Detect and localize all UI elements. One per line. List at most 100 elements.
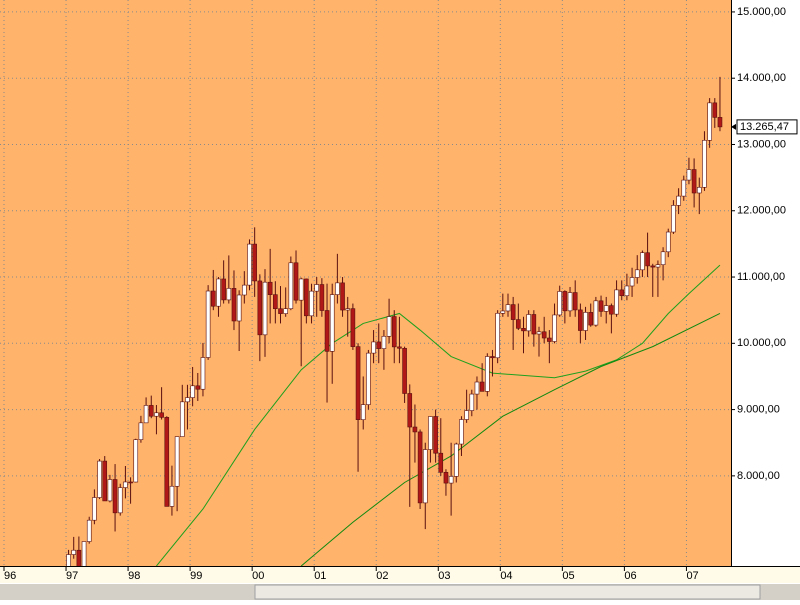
candle-body [179,401,185,437]
candle-body [479,381,485,392]
candle-body [505,304,511,312]
candle-body [257,280,263,336]
candle-body [226,288,232,301]
x-tick-label: 07 [686,570,698,582]
candle-body [614,289,619,315]
candle-body [190,385,195,398]
candle-body [293,262,299,301]
y-tick-label: 13.000,00 [737,138,786,150]
candle-body [650,265,656,268]
x-tick-label: 05 [562,570,574,582]
candle-body [676,195,681,206]
candle-body [376,341,382,349]
candle-body [474,381,480,395]
candle-body [526,314,531,332]
candle-body [609,305,614,315]
candle-body [71,549,77,555]
candle-body [536,331,542,335]
y-tick-label: 15.000,00 [737,6,786,18]
candle-body [117,487,123,514]
candle-body [386,316,392,337]
scrollbar-thumb[interactable] [254,584,761,600]
candle-body [619,289,625,297]
candle-body [324,310,330,352]
candle-body [433,416,438,454]
candle-body [567,292,573,312]
candle-body [211,290,216,307]
candle-body [469,393,475,411]
candle-body [340,282,345,311]
candle-body [521,328,526,332]
y-tick-label: 8.000,00 [737,470,780,482]
candle-body [366,352,371,405]
candle-body [603,305,609,312]
candle-body [665,231,671,253]
x-tick-label: 00 [252,570,264,582]
candle-body [438,452,444,473]
x-tick-label: 98 [128,570,140,582]
candle-body [707,102,712,141]
candle-body [138,422,144,440]
candle-body [164,417,170,507]
candle-body [267,281,273,295]
candle-body [314,284,320,292]
candle-body [350,308,356,347]
candle-body [335,282,340,295]
candle-body [154,412,159,417]
candle-body [252,243,257,282]
candle-body [288,262,294,310]
candle-body [428,416,433,450]
candle-body [345,308,351,311]
candle-body [547,337,552,342]
candle-body [598,300,604,312]
candle-body [262,281,268,336]
candle-body [86,519,92,542]
candle-body [660,251,666,266]
candle-body [500,310,506,314]
candle-body [510,304,516,320]
candle-body [712,102,718,118]
candle-body [671,205,676,233]
candle-body [216,278,221,307]
x-tick-label: 04 [500,570,512,582]
candle-body [593,300,599,326]
candle-body [205,290,211,358]
x-tick-label: 96 [4,570,16,582]
candle-body [236,294,242,322]
candle-body [143,405,149,424]
moving-average [156,264,721,566]
candle-body [200,357,206,390]
candle-body [624,285,630,297]
x-tick-label: 06 [624,570,636,582]
candle-body [459,419,464,445]
candle-body [221,278,226,301]
candle-body [422,449,428,504]
candle-body [557,291,562,316]
candle-body [485,356,490,392]
candle-body [516,319,521,329]
candle-body [717,117,723,128]
candle-body [552,314,557,342]
candle-body [562,291,568,312]
candle-body [407,393,413,428]
candle-body [702,140,707,188]
y-tick-label: 14.000,00 [737,72,786,84]
candle-body [283,308,288,314]
candle-body [681,179,687,197]
y-tick-label: 10.000,00 [737,337,786,349]
candle-body [195,385,201,390]
candle-body [381,335,387,349]
last-price-box [736,119,798,135]
candle-body [185,397,190,403]
candle-body [92,497,97,521]
candle-body [655,264,661,268]
x-tick-label: 02 [376,570,388,582]
candle-body [97,460,102,498]
candle-body [696,186,702,194]
candle-body [691,169,697,194]
candle-body [443,471,449,484]
candle-body [174,436,180,487]
candle-body [107,479,113,502]
